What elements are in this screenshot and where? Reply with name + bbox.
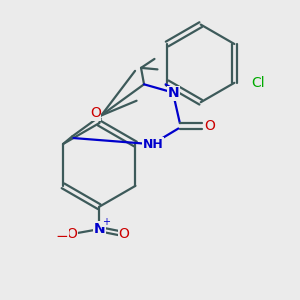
Text: O: O	[118, 226, 130, 241]
Text: O: O	[204, 119, 215, 133]
Text: +: +	[102, 217, 110, 227]
Text: O: O	[66, 226, 77, 241]
Text: −: −	[56, 229, 68, 244]
Text: O: O	[90, 106, 101, 120]
Text: N: N	[168, 86, 180, 100]
Text: N: N	[93, 222, 105, 236]
Text: Cl: Cl	[251, 76, 264, 90]
Text: NH: NH	[142, 137, 164, 151]
